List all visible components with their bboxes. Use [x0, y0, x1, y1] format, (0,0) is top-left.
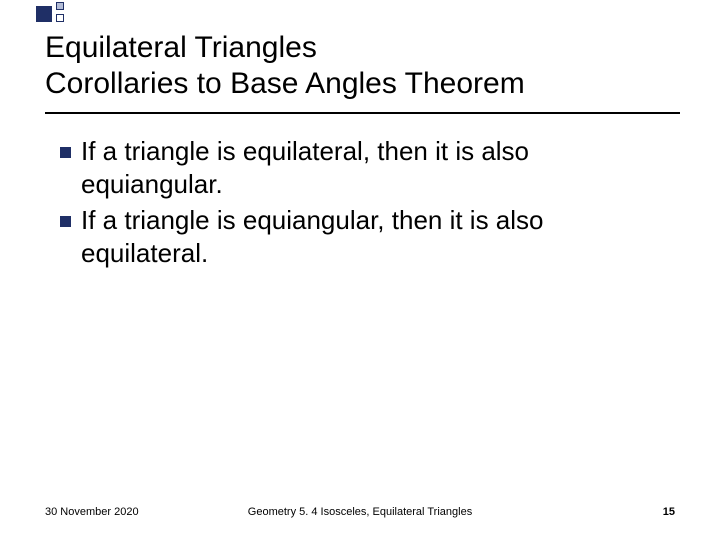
content-area: If a triangle is equilateral, then it is…	[60, 135, 660, 273]
footer-center: Geometry 5. 4 Isosceles, Equilateral Tri…	[248, 506, 472, 518]
decor-top	[0, 0, 720, 30]
decor-square-big	[36, 6, 52, 22]
decor-square-small-fill	[56, 2, 64, 10]
list-item: If a triangle is equilateral, then it is…	[60, 135, 660, 200]
bullet-text: If a triangle is equilateral, then it is…	[81, 135, 660, 200]
slide-footer: 30 November 2020 Geometry 5. 4 Isosceles…	[0, 498, 720, 518]
footer-date: 30 November 2020	[45, 506, 139, 518]
bullet-marker-icon	[60, 147, 71, 158]
slide-title: Equilateral Triangles Corollaries to Bas…	[45, 30, 675, 102]
decor-square-small-outline	[56, 14, 64, 22]
title-line-2: Corollaries to Base Angles Theorem	[45, 67, 525, 100]
bullet-marker-icon	[60, 216, 71, 227]
footer-page-number: 15	[663, 506, 675, 518]
bullet-text: If a triangle is equiangular, then it is…	[81, 204, 660, 269]
list-item: If a triangle is equiangular, then it is…	[60, 204, 660, 269]
title-underline	[45, 112, 680, 114]
title-line-1: Equilateral Triangles	[45, 31, 317, 64]
